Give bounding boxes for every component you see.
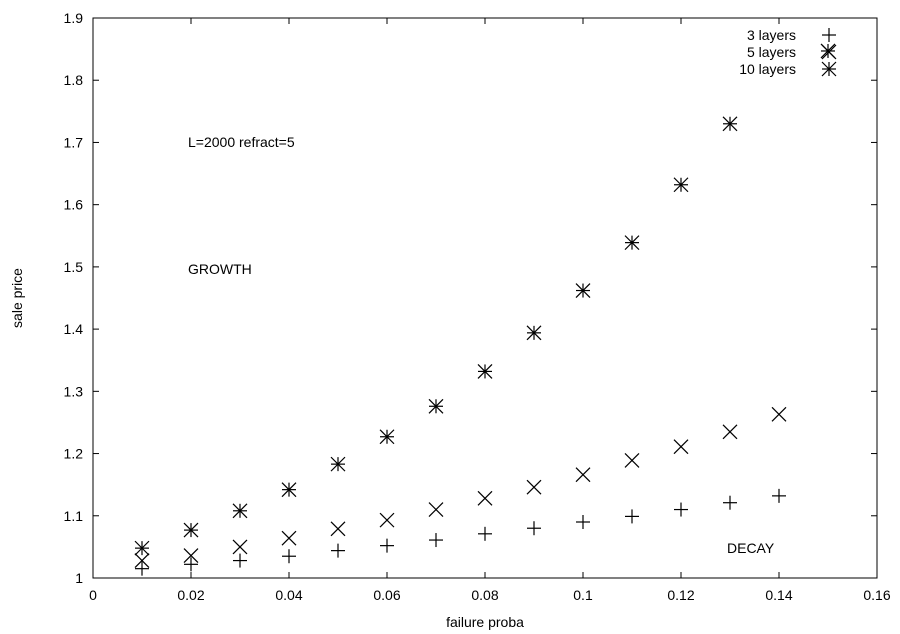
legend-label: 10 layers — [739, 61, 796, 77]
data-point — [820, 43, 836, 59]
y-tick-label: 1.5 — [64, 259, 84, 275]
x-tick-label: 0 — [89, 587, 97, 603]
data-points — [134, 43, 836, 576]
data-point — [183, 548, 199, 564]
data-point — [477, 363, 493, 379]
data-point — [134, 540, 150, 556]
y-tick-label: 1.3 — [64, 383, 84, 399]
data-point — [330, 521, 346, 537]
data-point — [526, 325, 542, 341]
x-tick-label: 0.08 — [471, 587, 498, 603]
legend-marker — [822, 28, 836, 42]
data-point — [625, 509, 639, 524]
data-point — [527, 521, 541, 536]
data-point — [772, 488, 786, 503]
data-point — [429, 533, 443, 548]
data-point — [477, 490, 493, 506]
data-point — [771, 406, 787, 422]
y-tick-label: 1 — [75, 570, 83, 586]
data-point — [723, 495, 737, 510]
x-tick-label: 0.12 — [667, 587, 694, 603]
legend-entry: 3 layers — [747, 27, 836, 43]
data-point — [478, 526, 492, 541]
data-point — [282, 549, 296, 564]
series-3-layers — [135, 488, 786, 576]
data-point — [331, 543, 345, 558]
y-tick-label: 1.8 — [64, 72, 84, 88]
y-tick-label: 1.2 — [64, 446, 84, 462]
data-point — [184, 557, 198, 572]
series-10-layers — [134, 43, 836, 556]
annotation-growth: GROWTH — [188, 261, 252, 277]
data-point — [380, 538, 394, 553]
y-tick-label: 1.4 — [64, 321, 84, 337]
data-point — [674, 502, 688, 517]
x-tick-label: 0.04 — [275, 587, 302, 603]
x-tick-label: 0.14 — [765, 587, 792, 603]
data-point — [722, 116, 738, 132]
y-axis-label: sale price — [9, 268, 25, 328]
data-point — [526, 479, 542, 495]
legend-label: 5 layers — [747, 44, 796, 60]
data-point — [379, 429, 395, 445]
axis-tick-labels: 0 0.02 0.04 0.06 0.08 0.1 0.12 0.14 0.16 1 1.1 1.2 1… — [64, 10, 891, 603]
annotation-parameters: L=2000 refract=5 — [188, 134, 295, 150]
data-point — [183, 522, 199, 538]
data-point — [673, 439, 689, 455]
data-point — [281, 482, 297, 498]
data-point — [722, 424, 738, 440]
x-tick-label: 0.16 — [863, 587, 890, 603]
data-point — [624, 452, 640, 468]
data-point — [281, 530, 297, 546]
y-tick-label: 1.9 — [64, 10, 84, 26]
x-tick-label: 0.02 — [177, 587, 204, 603]
data-point — [233, 553, 247, 568]
x-tick-label: 0.06 — [373, 587, 400, 603]
data-point — [673, 177, 689, 193]
data-point — [575, 467, 591, 483]
axis-ticks — [92, 17, 878, 579]
y-tick-label: 1.6 — [64, 197, 84, 213]
data-point — [576, 515, 590, 529]
legend-label: 3 layers — [747, 27, 796, 43]
data-point — [624, 235, 640, 251]
annotation-decay: DECAY — [727, 540, 775, 556]
plot-area — [92, 17, 878, 579]
plot-frame — [92, 17, 878, 579]
data-point — [134, 553, 150, 569]
series-5-layers — [134, 406, 787, 569]
data-point — [232, 539, 248, 555]
y-tick-label: 1.7 — [64, 134, 84, 150]
data-point — [330, 456, 346, 472]
x-tick-label: 0.1 — [573, 587, 593, 603]
data-point — [575, 283, 591, 298]
legend-entry: 10 layers — [739, 61, 837, 77]
data-point — [379, 512, 395, 528]
data-point — [428, 398, 444, 414]
data-point — [428, 502, 444, 517]
data-point — [135, 561, 149, 576]
legend-marker — [821, 61, 837, 77]
y-tick-label: 1.1 — [64, 508, 84, 524]
x-axis-label: failure proba — [446, 614, 524, 630]
data-point — [232, 503, 248, 519]
